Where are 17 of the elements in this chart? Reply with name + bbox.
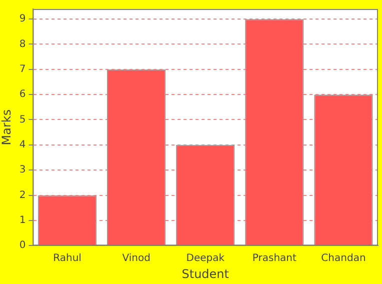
y-tick-label: 3 <box>19 164 26 176</box>
y-tick-label: 8 <box>19 38 26 50</box>
y-tick-label: 2 <box>19 190 26 201</box>
x-tick-label: Rahul <box>53 253 82 264</box>
y-tick-label: 9 <box>19 14 26 25</box>
y-tick-label: 6 <box>19 89 26 100</box>
y-tick-label: 4 <box>19 140 26 151</box>
y-axis-title: Marks <box>0 109 14 146</box>
x-tick-label: Chandan <box>321 253 366 264</box>
x-tick-label: Deepak <box>186 253 225 264</box>
x-tick-label: Vinod <box>122 253 150 264</box>
x-axis-title: Student <box>182 266 230 281</box>
y-tick-label: 1 <box>19 215 26 226</box>
y-tick-label: 7 <box>19 64 26 75</box>
x-tick-label: Prashant <box>252 253 297 264</box>
y-tick-label: 0 <box>19 240 26 252</box>
y-tick-label: 5 <box>19 114 26 126</box>
